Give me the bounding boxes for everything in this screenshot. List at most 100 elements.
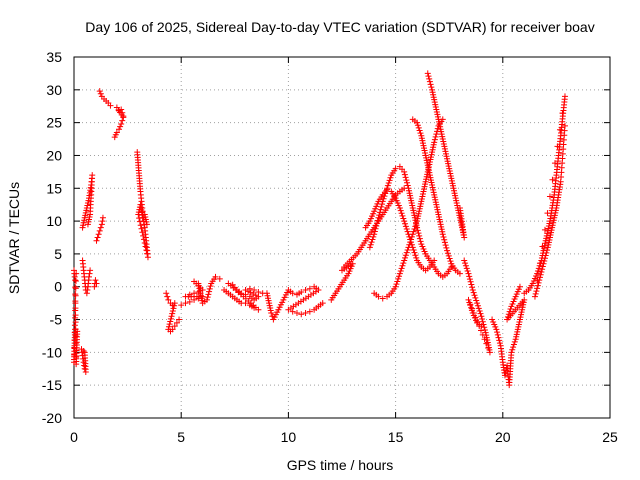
data-point xyxy=(476,308,483,315)
data-point xyxy=(366,244,373,251)
data-point xyxy=(427,81,434,88)
data-point xyxy=(71,322,78,329)
data-point xyxy=(402,252,409,259)
data-point xyxy=(412,223,419,230)
data-point xyxy=(467,302,474,309)
data-point xyxy=(371,228,378,235)
data-point xyxy=(113,129,120,136)
data-point xyxy=(395,275,402,282)
data-point xyxy=(428,84,435,91)
data-point xyxy=(298,288,305,295)
y-tick-label: 20 xyxy=(46,147,62,163)
data-point xyxy=(96,227,103,234)
x-tick-label: 20 xyxy=(495,429,511,445)
data-point xyxy=(367,241,374,248)
data-point xyxy=(479,315,486,322)
data-point xyxy=(445,252,452,259)
data-point xyxy=(94,234,101,241)
data-point xyxy=(554,143,561,150)
series-5 xyxy=(93,214,106,244)
data-point xyxy=(511,338,518,345)
data-point xyxy=(531,293,538,300)
chart-title: Day 106 of 2025, Sidereal Day-to-day VTE… xyxy=(85,19,594,35)
x-tick-label: 15 xyxy=(388,429,404,445)
data-point xyxy=(255,288,262,295)
data-point xyxy=(414,122,421,129)
data-point xyxy=(408,233,415,240)
x-tick-label: 25 xyxy=(602,429,618,445)
x-tick-label: 5 xyxy=(177,429,185,445)
data-point xyxy=(71,351,78,358)
data-point xyxy=(481,324,488,331)
series-9 xyxy=(163,290,183,335)
series-15 xyxy=(366,163,455,280)
data-point xyxy=(400,260,407,267)
data-point xyxy=(163,290,170,297)
data-point xyxy=(140,232,147,239)
data-point xyxy=(72,314,79,321)
data-point xyxy=(510,344,517,351)
data-point xyxy=(91,283,98,290)
data-point xyxy=(478,313,485,320)
data-point xyxy=(107,102,114,109)
data-point xyxy=(97,224,104,231)
data-point xyxy=(169,326,176,333)
y-axis: -20 -15 -10 -5 0 5 10 15 20 25 30 35 xyxy=(42,49,610,426)
series-16 xyxy=(371,116,446,302)
data-point xyxy=(298,311,305,318)
data-point xyxy=(173,319,180,326)
data-point xyxy=(461,257,468,264)
data-point xyxy=(73,270,80,277)
data-point xyxy=(470,289,477,296)
data-point xyxy=(72,307,79,314)
data-point xyxy=(238,290,245,297)
data-point xyxy=(403,177,410,184)
data-point xyxy=(118,120,125,127)
data-point xyxy=(401,168,408,175)
data-point xyxy=(167,315,174,322)
data-point xyxy=(425,73,432,80)
data-point xyxy=(176,316,183,323)
data-point xyxy=(182,293,189,300)
data-point xyxy=(392,165,399,172)
data-point xyxy=(72,277,79,284)
data-point xyxy=(379,198,386,205)
data-point xyxy=(535,279,542,286)
data-point xyxy=(98,221,105,228)
data-point xyxy=(268,309,275,316)
data-point xyxy=(86,270,93,277)
data-point xyxy=(496,337,503,344)
y-tick-label: 35 xyxy=(46,49,62,65)
series-20 xyxy=(489,283,528,389)
data-point xyxy=(441,239,448,246)
data-point xyxy=(541,255,548,262)
data-point xyxy=(186,291,193,298)
grid xyxy=(74,57,610,418)
data-point xyxy=(379,295,386,302)
data-point xyxy=(477,310,484,317)
data-point xyxy=(467,278,474,285)
data-point xyxy=(539,266,546,273)
data-point xyxy=(138,225,145,232)
data-point xyxy=(471,292,478,299)
data-point xyxy=(509,346,516,353)
data-point xyxy=(398,210,405,217)
data-point xyxy=(464,267,471,274)
data-point xyxy=(561,122,568,129)
y-tick-label: 30 xyxy=(46,82,62,98)
data-point xyxy=(446,255,453,262)
data-point xyxy=(186,298,193,305)
data-point xyxy=(411,225,418,232)
data-point xyxy=(556,126,563,133)
plot-frame xyxy=(73,56,611,419)
data-point xyxy=(505,311,512,318)
data-points xyxy=(71,70,568,389)
data-point xyxy=(401,218,408,225)
data-point xyxy=(377,206,384,213)
data-point xyxy=(444,247,451,254)
data-point xyxy=(246,285,253,292)
data-point xyxy=(539,243,546,250)
data-point xyxy=(97,90,104,97)
y-tick-label: 5 xyxy=(54,246,62,262)
data-point xyxy=(407,239,414,246)
